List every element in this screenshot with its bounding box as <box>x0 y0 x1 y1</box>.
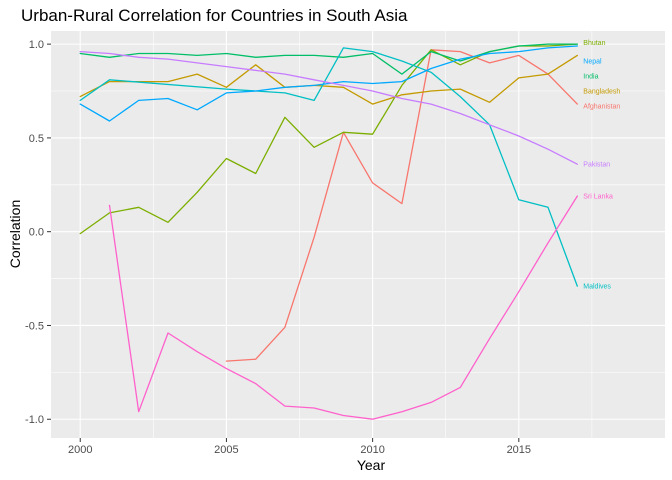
series-label-sri-lanka: Sri Lanka <box>583 194 613 201</box>
x-tick-label: 2005 <box>214 444 238 456</box>
series-label-bangladesh: Bangladesh <box>583 89 620 96</box>
series-label-maldives: Maldives <box>583 284 611 291</box>
y-axis-title: Correlation <box>7 200 23 268</box>
series-line-bangladesh <box>79 54 578 105</box>
series-line-india <box>79 43 578 75</box>
x-tick-label: 2000 <box>68 444 92 456</box>
series-label-nepal: Nepal <box>583 59 602 66</box>
y-tick-label: 0.0 <box>29 227 44 239</box>
series-line-maldives <box>79 47 578 287</box>
y-tick-label: -1.0 <box>25 414 44 426</box>
axis-ticks: 2000 2005 2010 2015 -1.0 -0.5 0.0 0.5 1.0 <box>25 39 531 456</box>
grid <box>51 31 665 438</box>
series-lines <box>79 43 578 420</box>
series-label-bhutan: Bhutan <box>583 40 605 47</box>
series-label-pakistan: Pakistan <box>583 162 610 169</box>
y-tick-label: 0.5 <box>29 133 44 145</box>
x-tick-label: 2015 <box>507 444 531 456</box>
y-tick-label: -0.5 <box>25 320 44 332</box>
x-axis-title: Year <box>357 457 386 473</box>
series-line-pakistan <box>79 50 578 165</box>
series-line-sri-lanka <box>108 195 578 420</box>
chart-title: Urban-Rural Correlation for Countries in… <box>21 6 408 25</box>
series-label-india: India <box>583 74 598 81</box>
series-line-nepal <box>79 45 578 122</box>
y-tick-label: 1.0 <box>29 39 44 51</box>
series-line-afghanistan <box>225 49 578 362</box>
series-label-afghanistan: Afghanistan <box>583 104 620 111</box>
plot-panel <box>51 31 665 438</box>
series-labels: Afghanistan Bangladesh Bhutan India Maldives… <box>583 40 620 291</box>
x-tick-label: 2010 <box>360 444 384 456</box>
